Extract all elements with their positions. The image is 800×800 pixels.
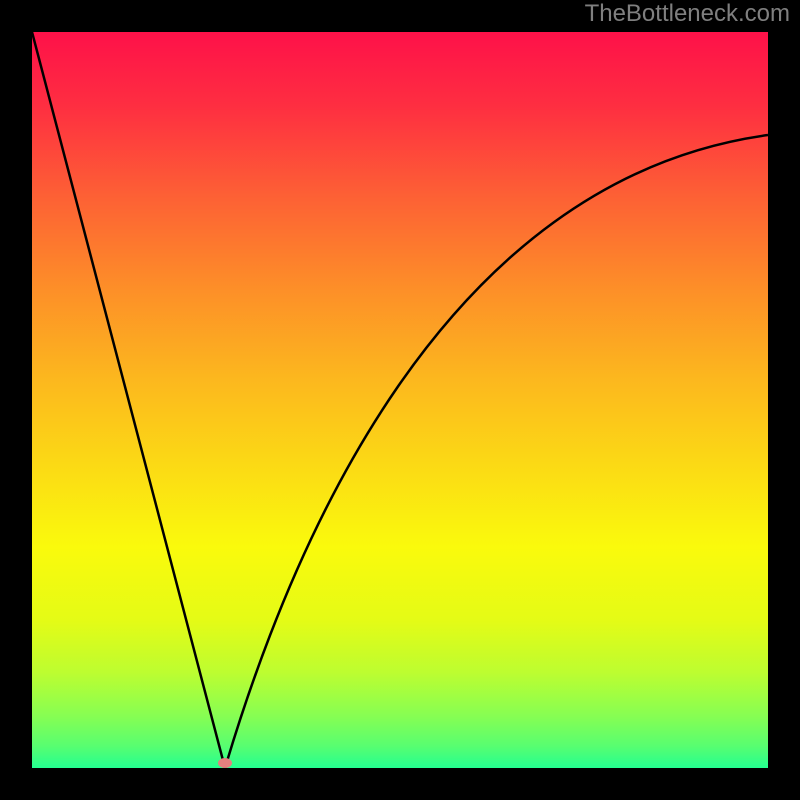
watermark-text: TheBottleneck.com: [585, 0, 790, 28]
plot-background: [32, 32, 768, 768]
bottleneck-chart: [0, 0, 800, 800]
optimum-marker: [218, 758, 232, 768]
chart-container: TheBottleneck.com: [0, 0, 800, 800]
